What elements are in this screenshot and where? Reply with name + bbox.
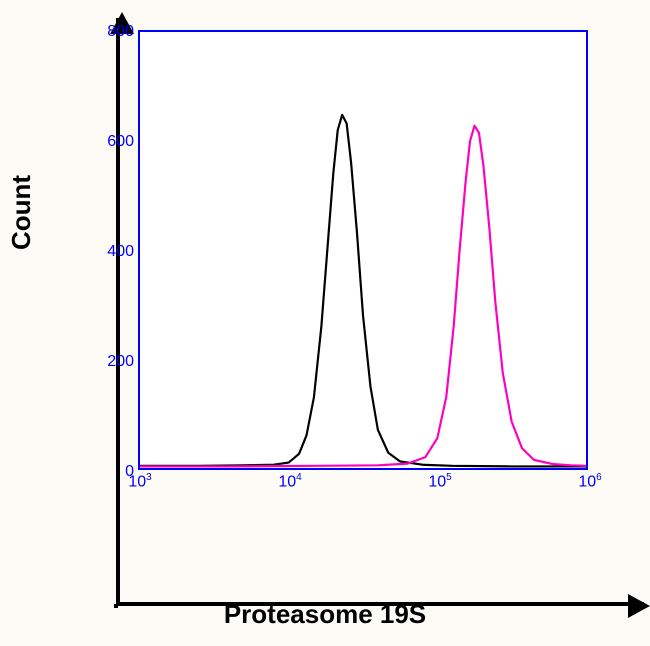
plot-area: 0200400600800103104105106 — [138, 30, 588, 470]
x-axis-arrow — [116, 602, 644, 606]
x-tick: 104 — [278, 468, 301, 491]
series-control — [140, 115, 586, 467]
series-stained — [140, 126, 586, 467]
x-tick: 103 — [128, 468, 151, 491]
y-tick: 400 — [107, 243, 140, 261]
histogram-curves — [140, 32, 586, 468]
y-tick: 600 — [107, 133, 140, 151]
x-tick: 106 — [578, 468, 601, 491]
x-tick: 105 — [428, 468, 451, 491]
y-axis-arrow — [116, 18, 120, 602]
y-tick: 200 — [107, 353, 140, 371]
flow-cytometry-histogram: 0200400600800103104105106 — [90, 22, 620, 542]
y-axis-label: Count — [6, 175, 37, 250]
y-tick: 800 — [107, 23, 140, 41]
